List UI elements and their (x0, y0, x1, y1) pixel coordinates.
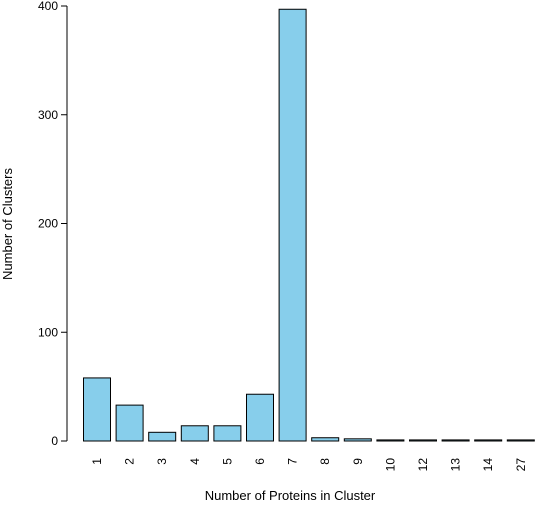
x-axis-title: Number of Proteins in Cluster (205, 488, 376, 503)
bars (83, 8, 535, 442)
x-tick-label: 14 (481, 458, 495, 472)
bar-9 (343, 438, 372, 442)
x-tick-label: 2 (123, 458, 137, 465)
bar-4 (180, 425, 209, 442)
x-tick-label: 4 (188, 458, 202, 465)
x-tick-label: 6 (253, 458, 267, 465)
y-axis-title: Number of Clusters (0, 168, 15, 280)
bar-8 (311, 437, 340, 442)
x-tick-labels: 1 2 3 4 5 6 7 8 9 10 12 13 14 27 (90, 458, 528, 472)
x-tick-label: 9 (351, 458, 365, 465)
bar-13 (441, 439, 470, 442)
x-tick-label: 27 (514, 458, 528, 472)
y-tick-label: 300 (38, 108, 58, 122)
y-tick-label: 400 (38, 0, 58, 13)
bar-2 (115, 404, 144, 442)
bar-3 (148, 431, 177, 442)
bar-14 (474, 439, 503, 442)
x-tick-label: 10 (383, 458, 397, 472)
y-tick-label: 200 (38, 217, 58, 231)
x-tick-label: 7 (286, 458, 300, 465)
y-tick-label: 100 (38, 325, 58, 339)
bar-6 (246, 393, 274, 442)
x-tick-label: 8 (318, 458, 332, 465)
bar-12 (409, 439, 437, 442)
bar-10 (376, 439, 405, 442)
x-tick-label: 13 (449, 458, 463, 472)
bar-5 (213, 425, 242, 442)
x-tick-label: 5 (220, 458, 234, 465)
bar-27 (506, 439, 535, 442)
y-axis: 0 100 200 300 400 (38, 0, 68, 448)
y-tick-label: 0 (51, 434, 58, 448)
bar-7 (278, 8, 307, 442)
bar-1 (83, 377, 111, 442)
x-tick-label: 12 (416, 458, 430, 472)
x-tick-label: 3 (155, 458, 169, 465)
x-tick-label: 1 (90, 458, 104, 465)
